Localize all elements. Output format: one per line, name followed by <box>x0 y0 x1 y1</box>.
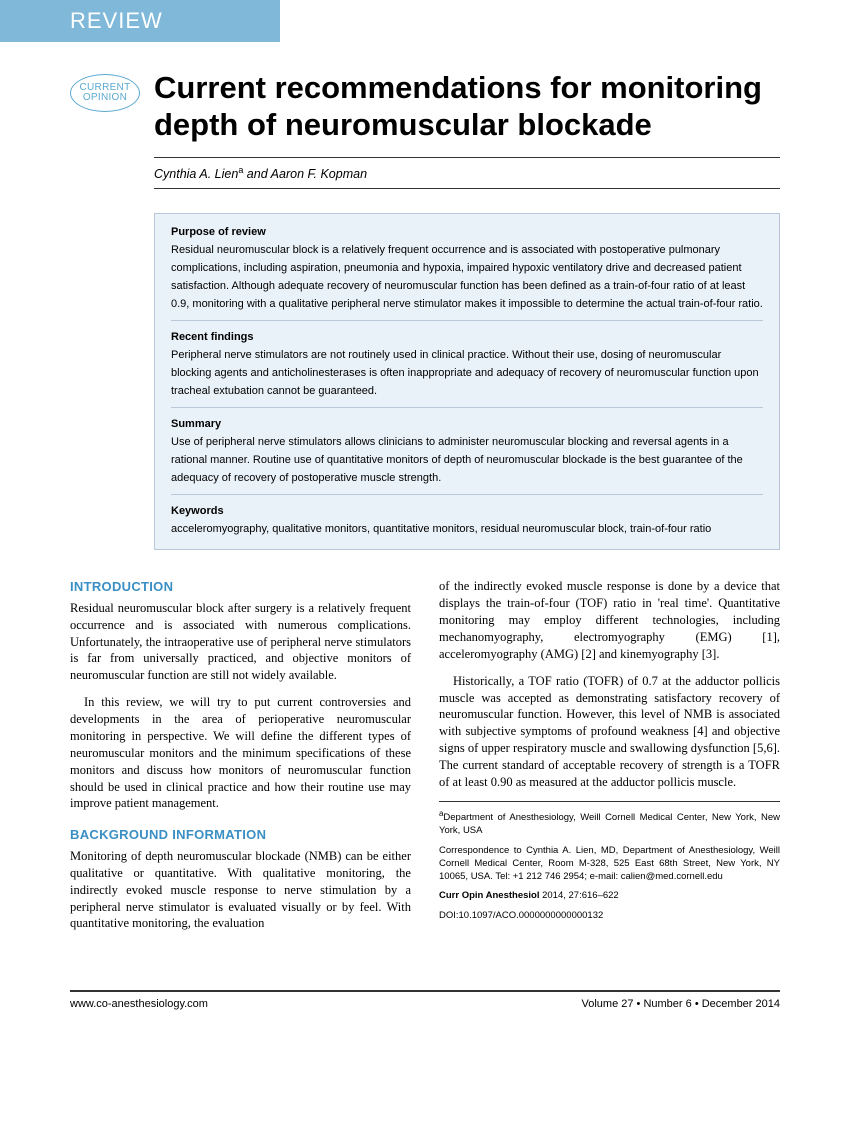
author-1: Cynthia A. Lien <box>154 167 238 181</box>
body-columns: INTRODUCTION Residual neuromuscular bloc… <box>70 578 780 942</box>
background-heading: BACKGROUND INFORMATION <box>70 826 411 844</box>
left-column: INTRODUCTION Residual neuromuscular bloc… <box>70 578 411 942</box>
author-line: Cynthia A. Liena and Aaron F. Kopman <box>154 157 780 189</box>
col2-p2: Historically, a TOF ratio (TOFR) of 0.7 … <box>439 673 780 791</box>
affil-corr: Correspondence to Cynthia A. Lien, MD, D… <box>439 844 780 884</box>
abstract-box: Purpose of review Residual neuromuscular… <box>154 213 780 550</box>
keywords-label: Keywords <box>171 505 763 517</box>
abstract-purpose: Purpose of review Residual neuromuscular… <box>171 226 763 321</box>
title-row: CURRENT OPINION Current recommendations … <box>70 70 780 143</box>
findings-label: Recent findings <box>171 331 763 343</box>
current-opinion-logo: CURRENT OPINION <box>70 74 140 112</box>
purpose-label: Purpose of review <box>171 226 763 238</box>
summary-text: Use of peripheral nerve stimulators allo… <box>171 436 743 484</box>
abstract-summary: Summary Use of peripheral nerve stimulat… <box>171 418 763 495</box>
keywords-text: acceleromyography, qualitative monitors,… <box>171 523 711 535</box>
affil-journal: Curr Opin Anesthesiol 2014, 27:616–622 <box>439 889 780 902</box>
summary-label: Summary <box>171 418 763 430</box>
logo-line2: OPINION <box>83 93 127 103</box>
affil-doi: DOI:10.1097/ACO.0000000000000132 <box>439 909 780 922</box>
abstract-keywords: Keywords acceleromyography, qualitative … <box>171 505 763 537</box>
author-rest: and Aaron F. Kopman <box>243 167 367 181</box>
abstract-findings: Recent findings Peripheral nerve stimula… <box>171 331 763 408</box>
right-column: of the indirectly evoked muscle response… <box>439 578 780 942</box>
intro-p2: In this review, we will try to put curre… <box>70 694 411 812</box>
page-footer: www.co-anesthesiology.com Volume 27 • Nu… <box>70 990 780 1030</box>
intro-heading: INTRODUCTION <box>70 578 411 596</box>
article-title: Current recommendations for monitoring d… <box>154 70 780 143</box>
footer-url: www.co-anesthesiology.com <box>70 998 208 1010</box>
findings-text: Peripheral nerve stimulators are not rou… <box>171 349 759 397</box>
affiliation-block: aDepartment of Anesthesiology, Weill Cor… <box>439 801 780 922</box>
purpose-text: Residual neuromuscular block is a relati… <box>171 244 763 310</box>
intro-p1: Residual neuromuscular block after surge… <box>70 600 411 684</box>
footer-issue: Volume 27 • Number 6 • December 2014 <box>582 998 780 1010</box>
background-p1: Monitoring of depth neuromuscular blocka… <box>70 848 411 932</box>
affil-dept: aDepartment of Anesthesiology, Weill Cor… <box>439 808 780 838</box>
col2-p1: of the indirectly evoked muscle response… <box>439 578 780 662</box>
page-content: CURRENT OPINION Current recommendations … <box>0 70 850 962</box>
review-banner: REVIEW <box>0 0 280 42</box>
